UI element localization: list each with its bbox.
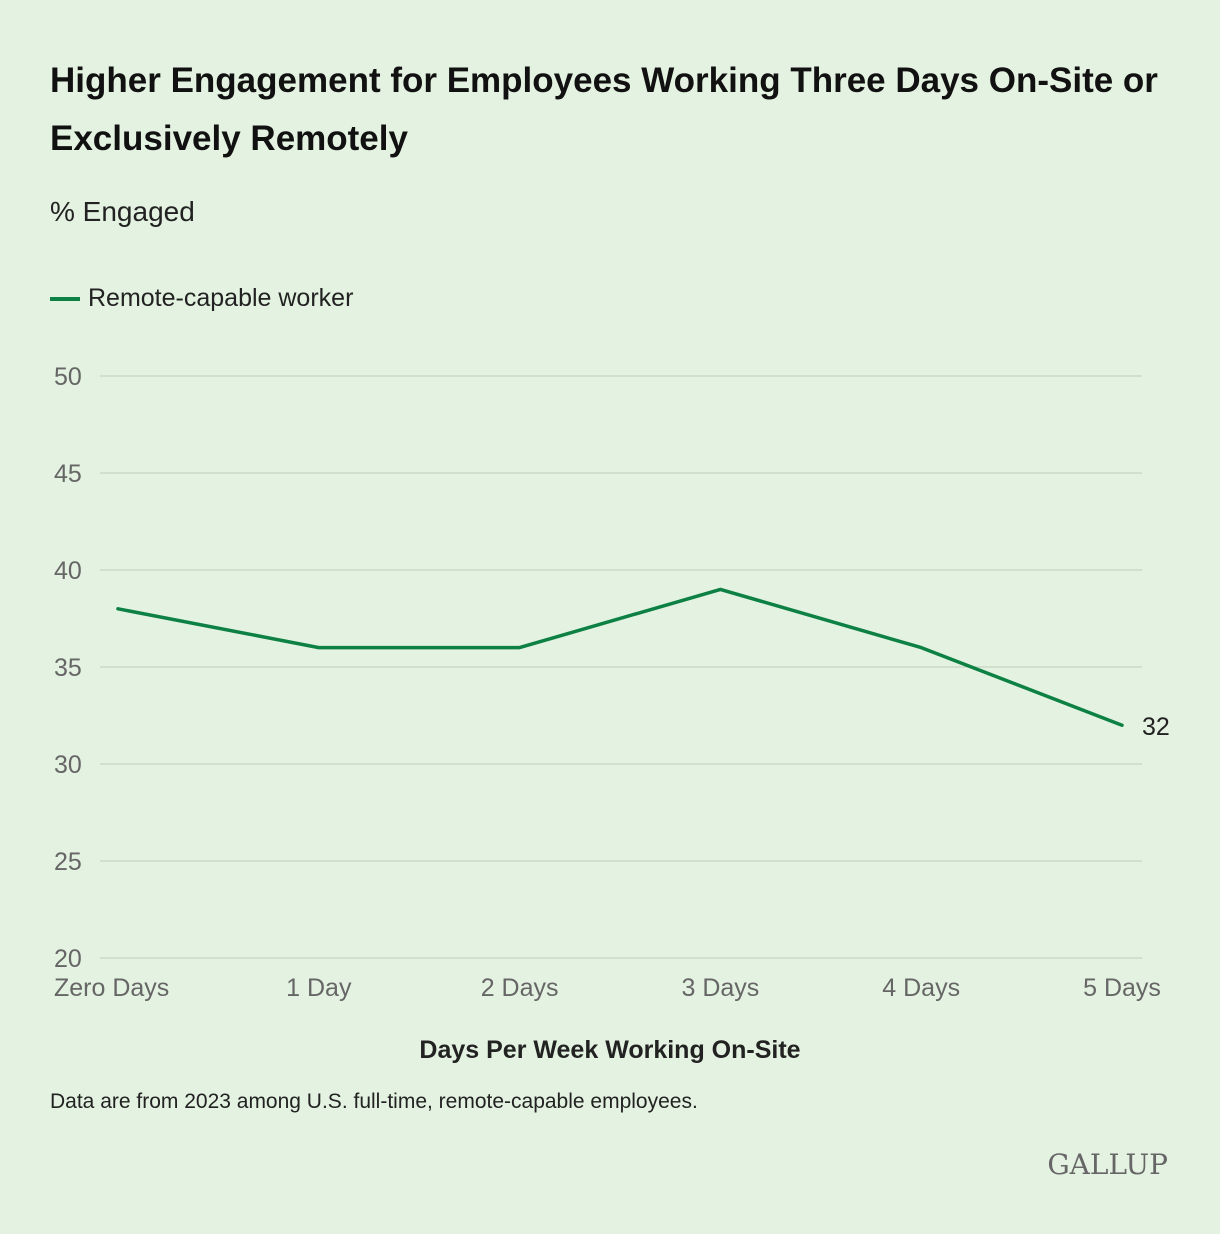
x-tick-label: Zero Days [54, 974, 169, 1002]
x-tick-label: 3 Days [681, 974, 759, 1002]
y-tick-label: 50 [54, 363, 82, 391]
y-tick-label: 35 [54, 654, 82, 682]
x-tick-label: 2 Days [481, 974, 559, 1002]
legend: Remote-capable worker [50, 284, 353, 313]
gallup-logo: GALLUP [1047, 1148, 1168, 1181]
legend-label: Remote-capable worker [88, 284, 354, 312]
end-data-label: 32 [1142, 713, 1170, 741]
x-tick-label: 4 Days [882, 974, 960, 1002]
x-axis-title: Days Per Week Working On-Site [419, 1036, 801, 1064]
y-tick-label: 45 [54, 460, 82, 488]
x-tick-label: 1 Day [286, 974, 352, 1002]
y-tick-label: 30 [54, 751, 82, 779]
legend-swatch [50, 296, 80, 301]
series-line [116, 587, 1124, 727]
data-note: Data are from 2023 among U.S. full-time,… [50, 1090, 698, 1113]
y-tick-label: 20 [54, 945, 82, 973]
chart-title: Higher Engagement for Employees Working … [50, 61, 1158, 158]
y-tick-label: 25 [54, 848, 82, 876]
y-tick-label: 40 [54, 557, 82, 585]
chart-subtitle: % Engaged [50, 196, 195, 227]
x-tick-label: 5 Days [1083, 974, 1161, 1002]
